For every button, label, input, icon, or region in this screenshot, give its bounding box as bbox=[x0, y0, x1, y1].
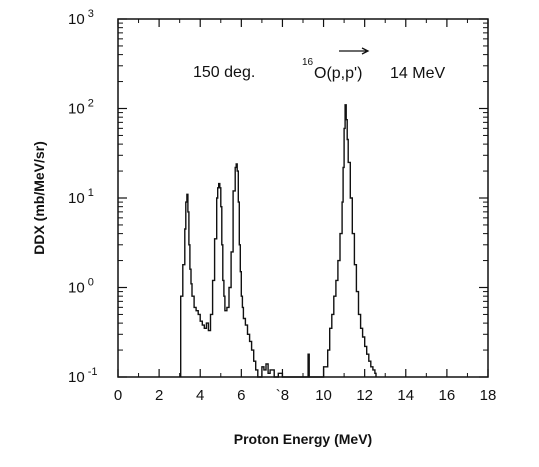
y-tick-label: 10 3 bbox=[68, 8, 94, 28]
series-layer bbox=[180, 104, 377, 378]
x-tick-label: `8 bbox=[276, 387, 289, 404]
x-tick-label: 10 bbox=[315, 387, 332, 404]
y-tick-exponent: 3 bbox=[88, 8, 94, 20]
polarization-arrow-icon bbox=[339, 47, 370, 55]
y-tick-base: 10 bbox=[68, 280, 85, 297]
y-tick-base: 10 bbox=[68, 101, 85, 118]
y-tick-exponent: -1 bbox=[88, 366, 98, 378]
x-tick-label: 16 bbox=[439, 387, 456, 404]
reaction-annotation: 16 O(p,p') 14 MeV bbox=[302, 47, 445, 82]
y-tick-exponent: 0 bbox=[88, 277, 94, 289]
y-tick-exponent: 1 bbox=[88, 187, 94, 199]
x-tick-label: 14 bbox=[397, 387, 414, 404]
x-axis-ticks: 0 2 4 6 `8 10 12 14 16 18 bbox=[114, 19, 497, 404]
x-tick-label: 12 bbox=[356, 387, 373, 404]
y-tick-base: 10 bbox=[68, 190, 85, 207]
x-tick-label: 2 bbox=[155, 387, 163, 404]
y-axis-label: DDX (mb/MeV/sr) bbox=[31, 141, 47, 255]
x-tick-label: 18 bbox=[480, 387, 497, 404]
angle-annotation: 150 deg. bbox=[193, 64, 255, 81]
y-tick-label: 10 0 bbox=[68, 277, 94, 297]
ddx-series-line bbox=[180, 104, 377, 378]
x-tick-label: 0 bbox=[114, 387, 122, 404]
y-tick-base: 10 bbox=[68, 11, 85, 28]
y-tick-base: 10 bbox=[68, 369, 85, 386]
reaction-label: O(p,p') bbox=[314, 65, 362, 82]
y-tick-label: 10 1 bbox=[68, 187, 94, 207]
reaction-mass-number: 16 bbox=[302, 57, 314, 68]
x-axis-label: Proton Energy (MeV) bbox=[234, 431, 372, 447]
x-tick-label: 4 bbox=[196, 387, 204, 404]
beam-energy-label: 14 MeV bbox=[390, 65, 445, 82]
y-tick-label: 10 2 bbox=[68, 98, 94, 118]
y-tick-exponent: 2 bbox=[88, 98, 94, 110]
y-tick-label: 10 -1 bbox=[68, 366, 97, 386]
x-tick-label: 6 bbox=[237, 387, 245, 404]
